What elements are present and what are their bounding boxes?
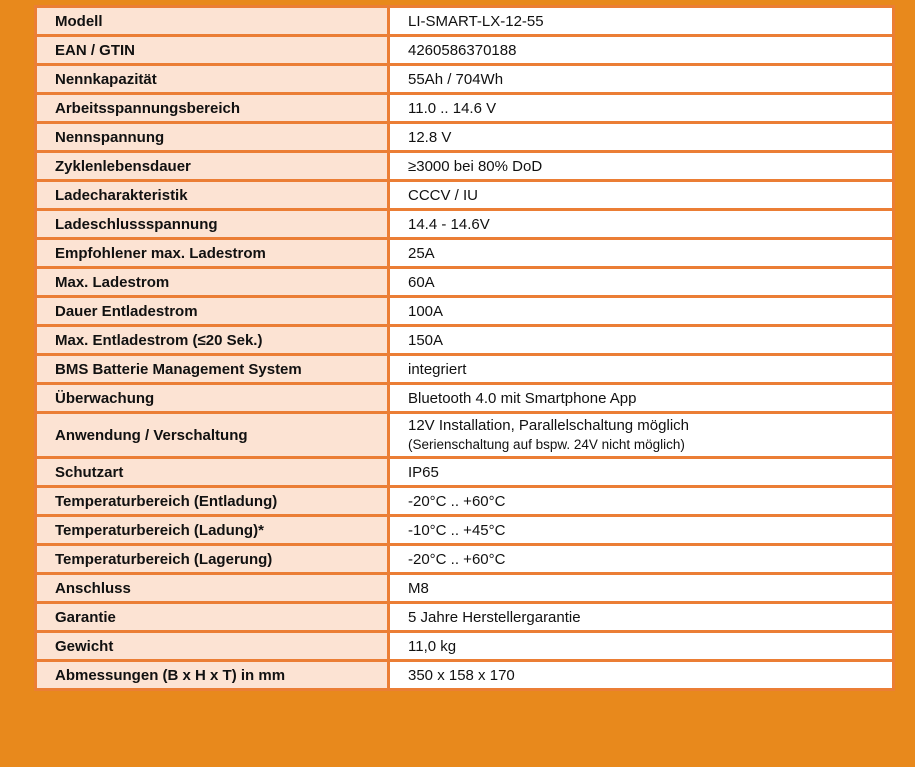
spec-value: 25A — [387, 237, 895, 269]
spec-row: Zyklenlebensdauer ≥3000 bei 80% DoD — [34, 150, 895, 182]
spec-value: M8 — [387, 572, 895, 604]
spec-label: Temperaturbereich (Ladung)* — [34, 514, 390, 546]
spec-row: Garantie 5 Jahre Herstellergarantie — [34, 601, 895, 633]
spec-label: Max. Ladestrom — [34, 266, 390, 298]
spec-value: 12V Installation, Parallelschaltung mögl… — [387, 411, 895, 459]
spec-value: 11,0 kg — [387, 630, 895, 662]
spec-label: Gewicht — [34, 630, 390, 662]
spec-label: Temperaturbereich (Entladung) — [34, 485, 390, 517]
spec-row: Überwachung Bluetooth 4.0 mit Smartphone … — [34, 382, 895, 414]
spec-value-note: (Serienschaltung auf bspw. 24V nicht mög… — [408, 437, 685, 452]
spec-value: IP65 — [387, 456, 895, 488]
spec-value: -10°C .. +45°C — [387, 514, 895, 546]
spec-label: Anschluss — [34, 572, 390, 604]
spec-label: Anwendung / Verschaltung — [34, 411, 390, 459]
spec-value: 11.0 .. 14.6 V — [387, 92, 895, 124]
spec-value: 5 Jahre Herstellergarantie — [387, 601, 895, 633]
spec-row: Max. Ladestrom 60A — [34, 266, 895, 298]
spec-value: CCCV / IU — [387, 179, 895, 211]
spec-value: 150A — [387, 324, 895, 356]
spec-label: Empfohlener max. Ladestrom — [34, 237, 390, 269]
spec-value: 12.8 V — [387, 121, 895, 153]
spec-row: Nennspannung 12.8 V — [34, 121, 895, 153]
spec-label: Nennspannung — [34, 121, 390, 153]
spec-row: Modell LI-SMART-LX-12-55 — [34, 5, 895, 37]
spec-label: BMS Batterie Management System — [34, 353, 390, 385]
spec-value: 100A — [387, 295, 895, 327]
spec-row: Ladeschlussspannung 14.4 - 14.6V — [34, 208, 895, 240]
spec-row: Anschluss M8 — [34, 572, 895, 604]
spec-row: EAN / GTIN 4260586370188 — [34, 34, 895, 66]
spec-row: Empfohlener max. Ladestrom 25A — [34, 237, 895, 269]
spec-label: Nennkapazität — [34, 63, 390, 95]
spec-row: Gewicht 11,0 kg — [34, 630, 895, 662]
spec-label: EAN / GTIN — [34, 34, 390, 66]
spec-row: Temperaturbereich (Ladung)* -10°C .. +45°… — [34, 514, 895, 546]
spec-value: 14.4 - 14.6V — [387, 208, 895, 240]
spec-row: Arbeitsspannungsbereich 11.0 .. 14.6 V — [34, 92, 895, 124]
spec-value: 350 x 158 x 170 — [387, 659, 895, 691]
spec-row: Anwendung / Verschaltung 12V Installation… — [34, 411, 895, 459]
spec-value: integriert — [387, 353, 895, 385]
spec-label: Max. Entladestrom (≤20 Sek.) — [34, 324, 390, 356]
spec-label: Ladeschlussspannung — [34, 208, 390, 240]
spec-label: Abmessungen (B x H x T) in mm — [34, 659, 390, 691]
spec-value: Bluetooth 4.0 mit Smartphone App — [387, 382, 895, 414]
spec-row: Abmessungen (B x H x T) in mm 350 x 158 x… — [34, 659, 895, 691]
spec-value: LI-SMART-LX-12-55 — [387, 5, 895, 37]
spec-row: Temperaturbereich (Entladung) -20°C .. +6… — [34, 485, 895, 517]
spec-row: Dauer Entladestrom 100A — [34, 295, 895, 327]
spec-row: Temperaturbereich (Lagerung) -20°C .. +60… — [34, 543, 895, 575]
spec-row: BMS Batterie Management System integriert — [34, 353, 895, 385]
spec-value: 55Ah / 704Wh — [387, 63, 895, 95]
spec-row: Ladecharakteristik CCCV / IU — [34, 179, 895, 211]
spec-value: 4260586370188 — [387, 34, 895, 66]
spec-label: Garantie — [34, 601, 390, 633]
spec-value: -20°C .. +60°C — [387, 543, 895, 575]
spec-label: Arbeitsspannungsbereich — [34, 92, 390, 124]
spec-row: Schutzart IP65 — [34, 456, 895, 488]
spec-value: ≥3000 bei 80% DoD — [387, 150, 895, 182]
spec-label: Schutzart — [34, 456, 390, 488]
spec-label: Dauer Entladestrom — [34, 295, 390, 327]
spec-value: -20°C .. +60°C — [387, 485, 895, 517]
spec-row: Nennkapazität 55Ah / 704Wh — [34, 63, 895, 95]
spec-label: Temperaturbereich (Lagerung) — [34, 543, 390, 575]
spec-label: Ladecharakteristik — [34, 179, 390, 211]
spec-value-text: 12V Installation, Parallelschaltung mögl… — [408, 417, 689, 434]
spec-label: Überwachung — [34, 382, 390, 414]
spec-table: Modell LI-SMART-LX-12-55 EAN / GTIN 4260586… — [34, 5, 895, 691]
spec-label: Modell — [34, 5, 390, 37]
spec-label: Zyklenlebensdauer — [34, 150, 390, 182]
spec-value: 60A — [387, 266, 895, 298]
spec-row: Max. Entladestrom (≤20 Sek.) 150A — [34, 324, 895, 356]
